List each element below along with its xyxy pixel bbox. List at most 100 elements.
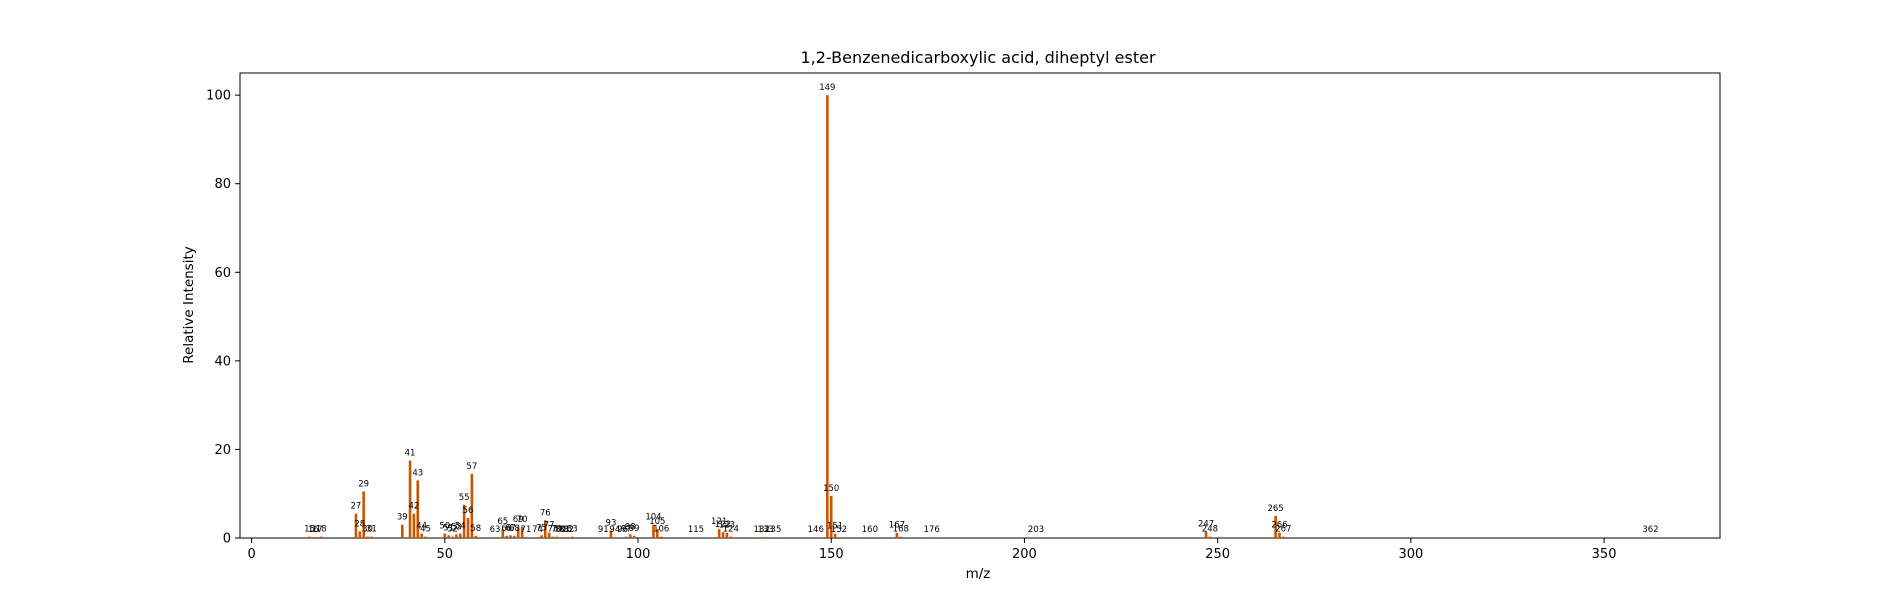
peak-label-146: 146 — [808, 525, 824, 535]
peak-bar-149 — [826, 95, 829, 538]
peak-bar-70 — [520, 526, 524, 538]
peak-bar-67 — [509, 535, 512, 538]
peak-label-132: 132 — [754, 525, 770, 535]
x-axis: 0 50 100 150 200 250 300 350 — [247, 538, 1616, 562]
x-tick-label-250: 250 — [1205, 547, 1230, 562]
peak-label-41: 41 — [405, 449, 416, 459]
peak-bar-135 — [771, 537, 775, 538]
peak-label-76: 76 — [540, 508, 551, 518]
peak-bar-42 — [412, 513, 416, 538]
peak-label-28: 28 — [354, 519, 365, 529]
peak-label-99: 99 — [629, 524, 640, 534]
peak-bar-160 — [868, 537, 872, 538]
peak-label-58: 58 — [470, 524, 481, 534]
peak-label-124: 124 — [723, 525, 739, 535]
peak-bar-82 — [567, 537, 570, 538]
peak-bar-16 — [312, 537, 315, 538]
peak-bar-53 — [455, 534, 458, 538]
peak-bar-44 — [420, 533, 423, 538]
peak-label-53: 53 — [451, 522, 462, 532]
peak-label-152: 152 — [831, 525, 847, 535]
y-tick-label-0: 0 — [223, 532, 231, 547]
peak-label-45: 45 — [420, 525, 431, 535]
peak-label-54: 54 — [455, 522, 466, 532]
peak-label-167: 167 — [889, 521, 905, 531]
peak-label-168: 168 — [893, 525, 909, 535]
peak-bar-267 — [1282, 536, 1285, 538]
x-tick-label-100: 100 — [626, 547, 651, 562]
peak-label-266: 266 — [1271, 521, 1287, 531]
peak-bar-29 — [362, 491, 365, 538]
peak-bar-168 — [899, 536, 903, 538]
peak-label-29: 29 — [358, 480, 369, 490]
peak-bar-93 — [609, 530, 613, 538]
y-tick-label-40: 40 — [214, 354, 231, 369]
peak-label-176: 176 — [924, 525, 940, 535]
x-tick-label-0: 0 — [247, 547, 255, 562]
y-tick-label-100: 100 — [206, 89, 231, 104]
peak-bar-203 — [1034, 537, 1038, 538]
peak-label-267: 267 — [1275, 525, 1291, 535]
chart-title: 1,2-Benzenedicarboxylic acid, diheptyl e… — [800, 48, 1155, 67]
peak-bar-43 — [416, 480, 420, 538]
peak-label-52: 52 — [447, 525, 458, 535]
peak-bar-66 — [505, 535, 508, 538]
peak-label-151: 151 — [827, 522, 843, 532]
peak-label-15: 15 — [304, 525, 315, 535]
peak-bar-123 — [725, 532, 729, 538]
peak-bar-266 — [1278, 532, 1281, 538]
peak-bar-52 — [451, 536, 454, 538]
peak-bar-167 — [895, 532, 899, 538]
peak-label-51: 51 — [443, 523, 454, 533]
plot-frame — [239, 72, 1721, 539]
peak-bar-78 — [551, 536, 555, 538]
x-tick-label-300: 300 — [1398, 547, 1423, 562]
peak-bar-51 — [447, 535, 450, 538]
peak-label-30: 30 — [362, 525, 373, 535]
peak-bar-57 — [470, 473, 474, 538]
peak-label-39: 39 — [397, 513, 408, 523]
peak-bar-121 — [717, 529, 721, 538]
peak-bar-105 — [656, 529, 659, 538]
peak-bar-41 — [408, 460, 412, 538]
peak-bar-63 — [493, 537, 497, 538]
peak-bar-74 — [536, 537, 539, 538]
peak-bar-77 — [547, 532, 551, 538]
peak-label-247: 247 — [1198, 519, 1214, 529]
peak-label-81: 81 — [559, 525, 570, 535]
peak-label-43: 43 — [412, 468, 423, 478]
peak-label-66: 66 — [501, 524, 512, 534]
x-tick-label-50: 50 — [437, 547, 454, 562]
peak-bar-150 — [829, 495, 833, 538]
peak-label-98: 98 — [625, 522, 636, 532]
peak-bar-132 — [760, 537, 763, 538]
peak-label-94: 94 — [609, 525, 620, 535]
peak-label-123: 123 — [719, 521, 735, 531]
x-axis-label: m/z — [966, 566, 991, 582]
peak-label-93: 93 — [606, 518, 617, 528]
y-tick-label-60: 60 — [214, 266, 231, 281]
y-axis-label: Relative Intensity — [181, 246, 197, 364]
peak-label-70: 70 — [517, 515, 528, 525]
peak-label-31: 31 — [366, 525, 377, 535]
x-tick-label-350: 350 — [1592, 547, 1617, 562]
x-tick-label-150: 150 — [819, 547, 844, 562]
peak-label-71: 71 — [521, 525, 532, 535]
peak-bar-56 — [466, 518, 470, 538]
peak-bar-79 — [555, 536, 559, 538]
peak-bar-124 — [729, 536, 733, 538]
peak-bar-104 — [652, 524, 655, 538]
y-axis: 0 20 40 60 80 100 — [206, 89, 240, 547]
peak-bar-71 — [524, 537, 528, 538]
peak-bar-362 — [1649, 537, 1652, 538]
peak-label-18: 18 — [316, 525, 327, 535]
peak-bar-68 — [513, 535, 516, 538]
peak-label-56: 56 — [463, 506, 474, 516]
peak-label-105: 105 — [649, 517, 665, 527]
peak-label-67: 67 — [505, 523, 516, 533]
peak-label-362: 362 — [1642, 525, 1658, 535]
y-tick-label-20: 20 — [214, 443, 231, 458]
peak-label-265: 265 — [1267, 504, 1283, 514]
